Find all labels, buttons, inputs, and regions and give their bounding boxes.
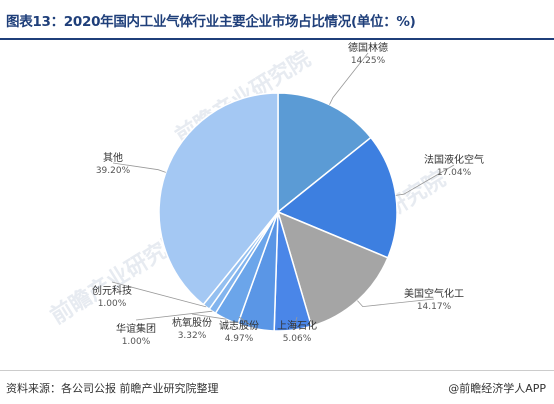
leader-line-9 — [112, 162, 166, 173]
leader-lines — [111, 52, 455, 331]
leader-line-4 — [292, 316, 298, 331]
slice-label-4: 上海石化 — [277, 319, 317, 332]
slice-label-1: 德国林德 — [348, 41, 388, 54]
footer: 资料来源：各公司公报 前瞻产业研究院整理 @前瞻经济学人APP — [0, 370, 554, 404]
slice-value-5: 4.97% — [225, 334, 254, 344]
chart-title: 图表13：2020年国内工业气体行业主要企业市场占比情况(单位：%) — [6, 14, 416, 30]
slice-value-1: 14.25% — [351, 56, 386, 66]
leader-line-1 — [329, 52, 369, 105]
slice-label-3: 美国空气化工 — [404, 287, 464, 300]
leader-line-6 — [191, 313, 227, 320]
slice-value-2: 17.04% — [437, 168, 472, 178]
pie-slice-2 — [276, 136, 398, 259]
slice-labels: 德国林德 14.25% 法国液化空气 17.04% 美国空气化工 14.17% 上海石化 5.… — [92, 41, 484, 347]
slice-label-6: 杭氧股份 — [172, 316, 212, 329]
leader-line-2 — [395, 164, 455, 196]
slice-label-5: 诚志股份 — [219, 319, 259, 332]
slice-label-7: 华谊集团 — [116, 322, 156, 335]
pie-slices — [158, 92, 398, 332]
leader-line-8 — [111, 281, 207, 308]
pie-chart: 德国林德 14.25% 法国液化空气 17.04% 美国空气化工 14.17% 上海石化 5.… — [92, 41, 484, 347]
leader-line-3 — [357, 298, 435, 308]
slice-value-6: 3.32% — [178, 331, 207, 341]
pie-slice-1 — [277, 92, 372, 214]
source-note: 资料来源：各公司公报 前瞻产业研究院整理 — [6, 382, 219, 395]
pie-slice-9 — [158, 92, 279, 306]
title-bar: 图表13：2020年国内工业气体行业主要企业市场占比情况(单位：%) — [0, 0, 554, 40]
slice-value-7: 1.00% — [122, 337, 151, 347]
slice-label-2: 法国液化空气 — [424, 153, 484, 166]
slice-value-8: 1.00% — [98, 299, 127, 309]
leader-line-5 — [238, 316, 256, 330]
slice-label-9: 其他 — [103, 151, 123, 164]
slice-value-4: 5.06% — [283, 334, 312, 344]
slice-label-8: 创元科技 — [92, 284, 132, 297]
slice-value-9: 39.20% — [96, 166, 131, 176]
slice-value-3: 14.17% — [417, 302, 452, 312]
credit-note: @前瞻经济学人APP — [448, 382, 546, 395]
leader-line-7 — [135, 310, 213, 321]
